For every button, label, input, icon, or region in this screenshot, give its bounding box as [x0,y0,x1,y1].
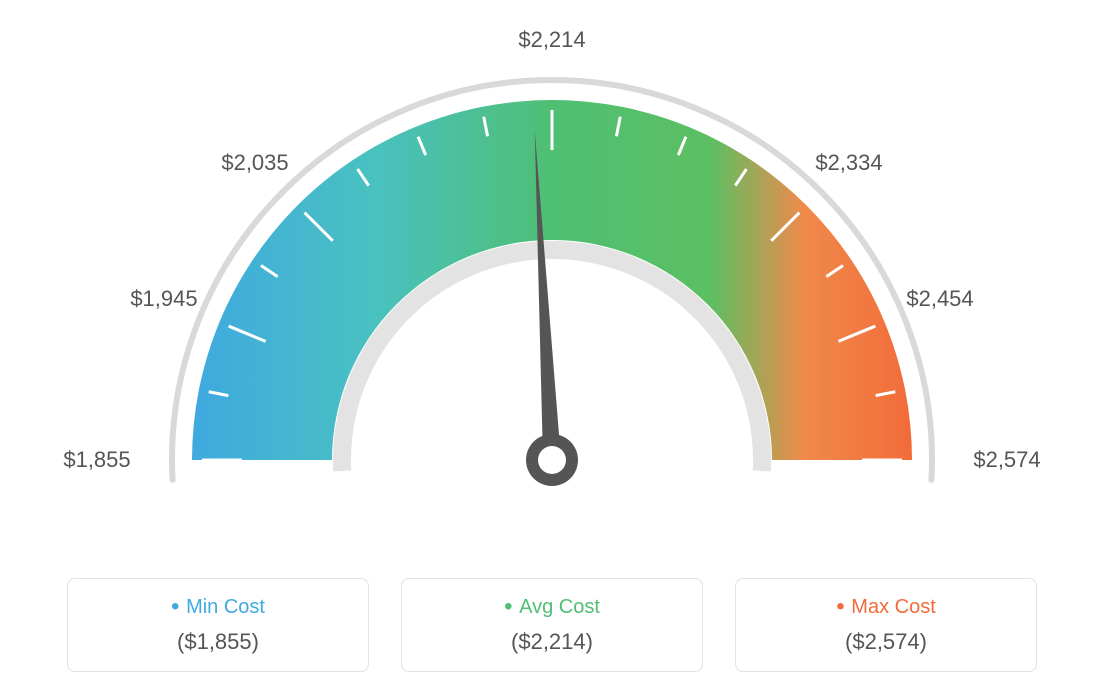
legend-value-avg: ($2,214) [402,629,702,655]
gauge-tick-label: $2,214 [518,27,585,53]
legend-row: Min Cost ($1,855) Avg Cost ($2,214) Max … [0,578,1104,672]
legend-title-min: Min Cost [68,593,368,621]
gauge-tick-label: $2,574 [973,447,1040,473]
gauge-tick-label: $1,855 [63,447,130,473]
legend-card-min: Min Cost ($1,855) [67,578,369,672]
legend-value-max: ($2,574) [736,629,1036,655]
gauge-chart: $1,855 $1,945 $2,035 $2,214 $2,334 $2,454 $2,5… [0,0,1104,560]
legend-title-max: Max Cost [736,593,1036,621]
legend-card-max: Max Cost ($2,574) [735,578,1037,672]
legend-card-avg: Avg Cost ($2,214) [401,578,703,672]
gauge-tick-label: $2,334 [815,150,882,176]
legend-value-min: ($1,855) [68,629,368,655]
cost-gauge-widget: $1,855 $1,945 $2,035 $2,214 $2,334 $2,454 $2,5… [0,0,1104,690]
legend-title-avg: Avg Cost [402,593,702,621]
gauge-tick-label: $2,035 [221,150,288,176]
gauge-tick-label: $2,454 [906,286,973,312]
gauge-tick-label: $1,945 [130,286,197,312]
gauge-svg [0,0,1104,560]
